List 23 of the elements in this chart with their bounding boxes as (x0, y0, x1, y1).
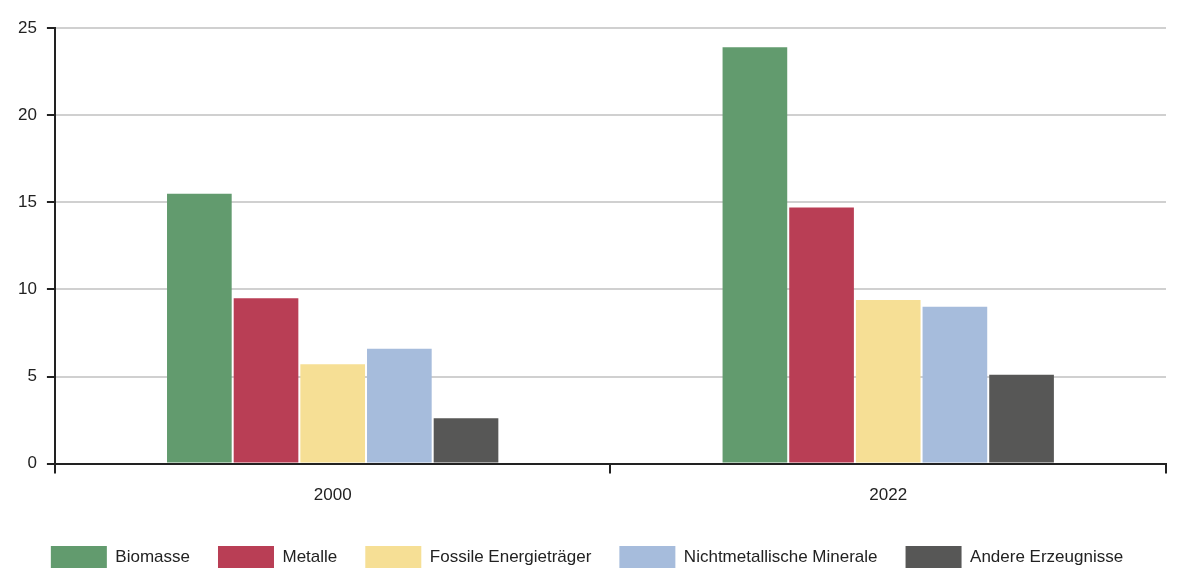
x-tick-label: 2022 (869, 485, 908, 505)
bar (922, 306, 988, 463)
legend-label: Metalle (282, 546, 338, 566)
bar (433, 418, 499, 463)
y-tick-label: 25 (17, 17, 37, 37)
bar (167, 193, 232, 463)
legend-label: Nichtmetallische Minerale (683, 546, 878, 566)
y-tick-label: 15 (17, 192, 37, 212)
bar (789, 207, 854, 463)
bar (989, 374, 1054, 463)
x-tick-label: 2000 (313, 485, 352, 505)
legend-label: Biomasse (115, 546, 190, 566)
bar (367, 348, 432, 463)
legend-label: Andere Erzeugnisse (970, 546, 1124, 566)
y-tick-label: 10 (17, 279, 37, 299)
bar (855, 299, 921, 463)
bar (233, 298, 299, 463)
y-tick-label: 5 (27, 366, 37, 386)
legend-label: Fossile Energieträger (429, 546, 592, 566)
bar (300, 364, 366, 463)
y-tick-label: 0 (27, 453, 37, 473)
bar (722, 47, 788, 463)
y-tick-label: 20 (17, 104, 37, 124)
